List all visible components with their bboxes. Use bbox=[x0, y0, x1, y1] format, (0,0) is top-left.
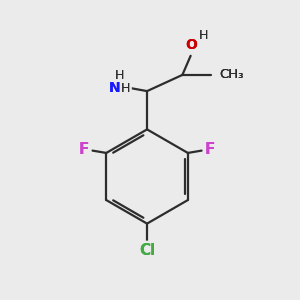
Circle shape bbox=[114, 70, 124, 81]
Text: F: F bbox=[79, 142, 89, 158]
Circle shape bbox=[138, 241, 156, 259]
Text: CH₃: CH₃ bbox=[219, 68, 244, 81]
Circle shape bbox=[203, 143, 216, 157]
Text: H: H bbox=[114, 69, 124, 82]
Circle shape bbox=[198, 30, 209, 40]
Circle shape bbox=[185, 39, 198, 52]
Text: Cl: Cl bbox=[139, 243, 155, 258]
Text: H: H bbox=[199, 29, 208, 42]
Text: H: H bbox=[121, 82, 130, 95]
Text: N: N bbox=[109, 81, 121, 95]
Text: CH₃: CH₃ bbox=[219, 68, 244, 81]
Text: H: H bbox=[121, 82, 130, 95]
Circle shape bbox=[215, 64, 236, 85]
Circle shape bbox=[108, 82, 121, 94]
Text: F: F bbox=[205, 142, 215, 158]
Text: O: O bbox=[185, 38, 197, 52]
Text: O: O bbox=[185, 38, 197, 52]
Circle shape bbox=[121, 83, 131, 94]
Text: H: H bbox=[114, 69, 124, 82]
Text: N: N bbox=[109, 81, 121, 95]
Text: F: F bbox=[205, 142, 215, 158]
Text: Cl: Cl bbox=[139, 243, 155, 258]
Text: H: H bbox=[199, 29, 208, 42]
Text: F: F bbox=[79, 142, 89, 158]
Text: CH₃: CH₃ bbox=[219, 68, 244, 81]
Circle shape bbox=[78, 143, 91, 157]
